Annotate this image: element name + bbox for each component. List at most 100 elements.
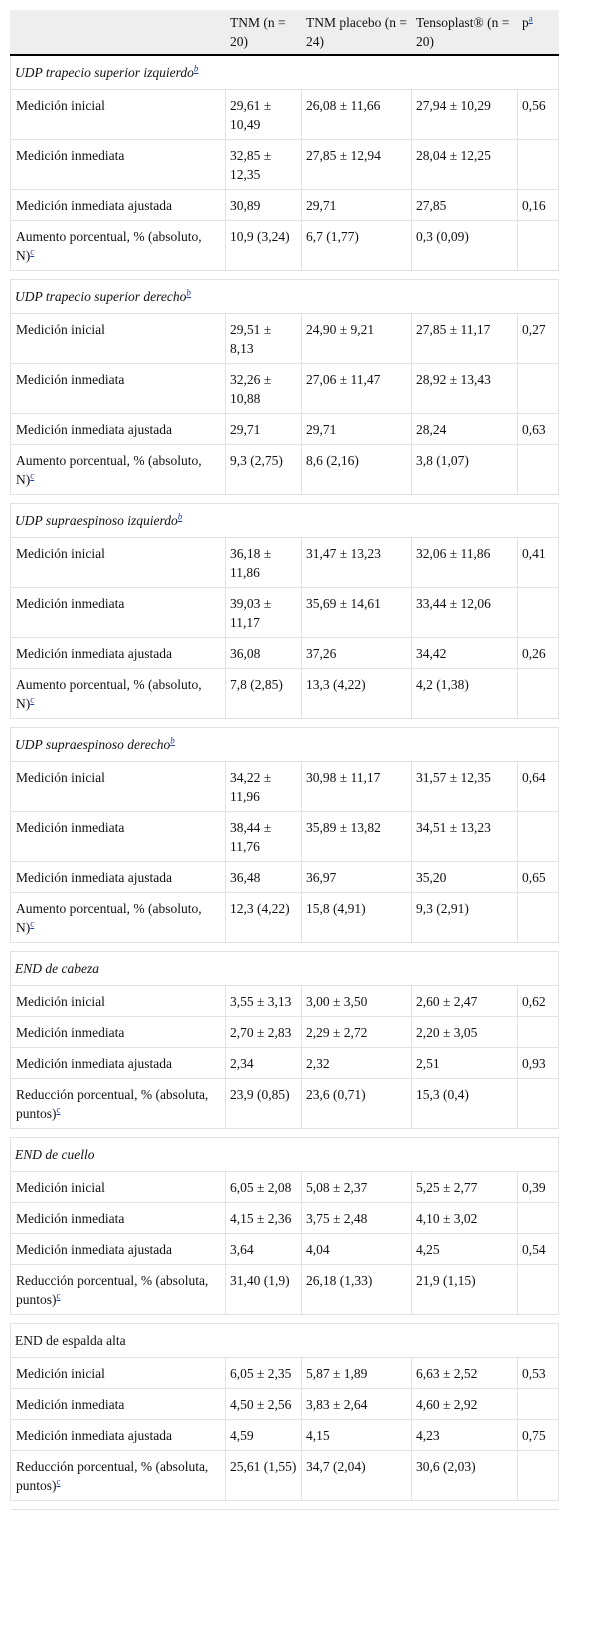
- data-cell: 10,9 (3,24): [225, 220, 302, 271]
- data-cell: 38,44 ± 11,76: [225, 811, 302, 862]
- cell-text: 28,04 ± 12,25: [416, 148, 491, 163]
- cell-text: 15,3 (0,4): [416, 1087, 469, 1102]
- data-cell: 4,23: [411, 1419, 518, 1451]
- data-cell: 32,26 ± 10,88: [225, 363, 302, 414]
- data-cell: [517, 1264, 559, 1315]
- footnote-link[interactable]: c: [56, 1476, 61, 1487]
- data-cell: 27,94 ± 10,29: [411, 89, 518, 140]
- data-row: Aumento porcentual, % (absoluto, N)c 7,8 …: [10, 668, 559, 719]
- row-label-text: Medición inmediata ajustada: [16, 1056, 172, 1071]
- cell-text: 8,6 (2,16): [306, 453, 359, 468]
- cell-text: 31,57 ± 12,35: [416, 770, 491, 785]
- cell-text: 9,3 (2,91): [416, 901, 469, 916]
- cell-text: 35,20: [416, 870, 447, 885]
- footnote-link[interactable]: c: [30, 246, 35, 257]
- data-cell: 4,10 ± 3,02: [411, 1202, 518, 1234]
- data-cell: 0,3 (0,09): [411, 220, 518, 271]
- cell-text: 2,32: [306, 1056, 330, 1071]
- data-cell: 6,7 (1,77): [301, 220, 412, 271]
- data-cell: 21,9 (1,15): [411, 1264, 518, 1315]
- cell-text: 5,87 ± 1,89: [306, 1366, 368, 1381]
- header-cell: TNM (n = 20): [225, 10, 302, 56]
- data-cell: 29,71: [225, 413, 302, 445]
- row-label: Medición inicial: [10, 313, 226, 364]
- cell-text: 30,6 (2,03): [416, 1459, 476, 1474]
- row-label-text: Medición inmediata: [16, 596, 125, 611]
- data-cell: 0,63: [517, 413, 559, 445]
- spacer-row: [10, 718, 559, 728]
- cell-text: 4,2 (1,38): [416, 677, 469, 692]
- row-label-text: Medición inicial: [16, 770, 105, 785]
- row-label: Medición inmediata ajustada: [10, 637, 226, 669]
- row-label: Medición inmediata ajustada: [10, 1233, 226, 1265]
- section-title: END de cabeza: [15, 961, 99, 976]
- footnote-link[interactable]: b: [170, 735, 175, 746]
- cell-text: 36,08: [230, 646, 261, 661]
- data-cell: [517, 1078, 559, 1129]
- footnote-link[interactable]: c: [30, 694, 35, 705]
- cell-text: 2,20 ± 3,05: [416, 1025, 478, 1040]
- cell-text: 4,15: [306, 1428, 330, 1443]
- row-label-text: Medición inmediata: [16, 1025, 125, 1040]
- row-label: Medición inmediata: [10, 1016, 226, 1048]
- row-label-text: Aumento porcentual, % (absoluto, N): [16, 901, 202, 935]
- row-label: Medición inicial: [10, 761, 226, 812]
- data-cell: 30,6 (2,03): [411, 1450, 518, 1501]
- cell-text: 21,9 (1,15): [416, 1273, 476, 1288]
- section-title-cell: END de cuello: [10, 1137, 559, 1172]
- data-cell: 2,20 ± 3,05: [411, 1016, 518, 1048]
- data-cell: 2,51: [411, 1047, 518, 1079]
- data-cell: [517, 220, 559, 271]
- data-cell: 26,18 (1,33): [301, 1264, 412, 1315]
- data-cell: 4,04: [301, 1233, 412, 1265]
- row-label-text: Reducción porcentual, % (absoluta, punto…: [16, 1459, 209, 1493]
- cell-text: 23,9 (0,85): [230, 1087, 290, 1102]
- data-cell: 2,60 ± 2,47: [411, 985, 518, 1017]
- data-cell: 9,3 (2,75): [225, 444, 302, 495]
- data-cell: 0,93: [517, 1047, 559, 1079]
- data-cell: [517, 444, 559, 495]
- footnote-link[interactable]: c: [30, 918, 35, 929]
- data-cell: 0,16: [517, 189, 559, 221]
- row-label: Reducción porcentual, % (absoluta, punto…: [10, 1264, 226, 1315]
- cell-text: 0,64: [522, 770, 546, 785]
- footnote-link[interactable]: b: [177, 511, 183, 522]
- footnote-link[interactable]: b: [186, 287, 191, 298]
- data-cell: 28,24: [411, 413, 518, 445]
- data-cell: 34,7 (2,04): [301, 1450, 412, 1501]
- data-cell: 31,57 ± 12,35: [411, 761, 518, 812]
- footnote-link[interactable]: c: [30, 470, 35, 481]
- row-label: Medición inmediata ajustada: [10, 189, 226, 221]
- data-cell: 28,92 ± 13,43: [411, 363, 518, 414]
- footnote-ref: c: [30, 471, 34, 481]
- data-cell: 4,2 (1,38): [411, 668, 518, 719]
- cell-text: 0,56: [522, 98, 546, 113]
- cell-text: 4,10 ± 3,02: [416, 1211, 478, 1226]
- row-label-text: Aumento porcentual, % (absoluto, N): [16, 677, 202, 711]
- row-label: Medición inmediata: [10, 1388, 226, 1420]
- footnote-link[interactable]: a: [528, 13, 533, 24]
- cell-text: 6,05 ± 2,08: [230, 1180, 292, 1195]
- cell-text: 3,00 ± 3,50: [306, 994, 368, 1009]
- cell-text: 12,3 (4,22): [230, 901, 290, 916]
- section-row: UDP supraespinoso izquierdob: [10, 503, 559, 538]
- cell-text: 27,85 ± 11,17: [416, 322, 491, 337]
- spacer-cell: [10, 494, 559, 504]
- footnote-ref: c: [30, 695, 34, 705]
- spacer-cell: [10, 1500, 559, 1510]
- data-row: Medición inmediata 4,50 ± 2,56 3,83 ± 2,64…: [10, 1388, 559, 1420]
- data-cell: 3,55 ± 3,13: [225, 985, 302, 1017]
- data-cell: 12,3 (4,22): [225, 892, 302, 943]
- data-cell: 35,20: [411, 861, 518, 893]
- row-label-text: Medición inicial: [16, 546, 105, 561]
- footnote-link[interactable]: b: [193, 63, 199, 74]
- footnote-link[interactable]: c: [56, 1104, 61, 1115]
- data-cell: 0,64: [517, 761, 559, 812]
- row-label: Medición inmediata: [10, 1202, 226, 1234]
- data-cell: 6,63 ± 2,52: [411, 1357, 518, 1389]
- row-label-text: Medición inmediata ajustada: [16, 870, 172, 885]
- cell-text: 32,26 ± 10,88: [230, 372, 272, 406]
- footnote-link[interactable]: c: [56, 1290, 61, 1301]
- cell-text: 2,60 ± 2,47: [416, 994, 478, 1009]
- section-title-cell: END de cabeza: [10, 951, 559, 986]
